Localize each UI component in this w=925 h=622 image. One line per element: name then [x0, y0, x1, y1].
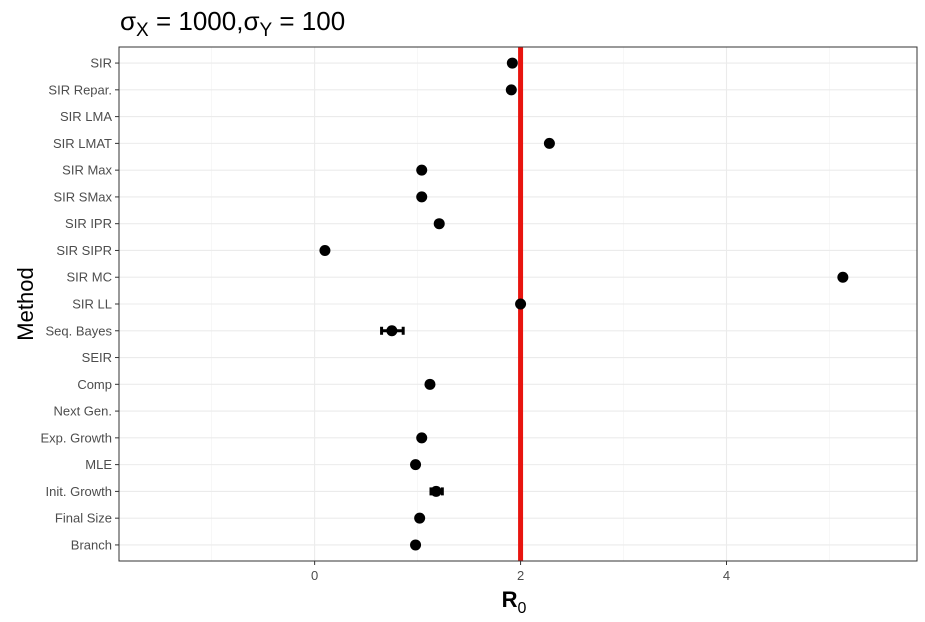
x-axis-title-subscript: 0	[517, 600, 526, 617]
data-point	[543, 137, 555, 149]
x-axis-title-main: R	[502, 587, 518, 612]
data-point	[430, 485, 442, 497]
data-point	[837, 271, 849, 283]
y-tick-label: SIR SIPR	[56, 243, 112, 258]
y-tick-label: Seq. Bayes	[46, 323, 113, 338]
data-point	[416, 191, 428, 203]
data-points	[319, 57, 849, 551]
y-tick-label: MLE	[85, 457, 112, 472]
data-point	[506, 57, 518, 69]
x-axis: 0 2 4	[311, 561, 730, 583]
y-axis: SIR SIR Repar. SIR LMA SIR LMAT SIR Max SIR S…	[40, 56, 119, 552]
y-tick-label: Final Size	[55, 511, 112, 526]
y-tick-label: SIR LL	[72, 297, 112, 312]
y-tick-label: SIR SMax	[53, 189, 112, 204]
title-part: σ	[120, 6, 136, 36]
data-point	[424, 378, 436, 390]
data-point	[414, 512, 426, 524]
title-part: σ	[243, 6, 259, 36]
data-point	[505, 84, 517, 96]
data-point	[386, 325, 398, 337]
y-tick-label: Init. Growth	[46, 484, 112, 499]
title-part: = 100	[272, 6, 345, 36]
y-axis-title: Method	[13, 267, 38, 340]
y-tick-label: Branch	[71, 537, 112, 552]
y-tick-label: SIR MC	[67, 270, 113, 285]
title-part: Y	[259, 20, 272, 41]
y-tick-label: Next Gen.	[53, 404, 112, 419]
y-tick-label: Comp	[77, 377, 112, 392]
y-tick-label: SIR LMA	[60, 109, 112, 124]
data-point	[416, 164, 428, 176]
title-part: = 1000,	[149, 6, 244, 36]
x-tick-label: 0	[311, 568, 318, 583]
data-point	[515, 298, 527, 310]
y-tick-label: SEIR	[82, 350, 112, 365]
data-point	[433, 218, 445, 230]
title-part: X	[136, 20, 149, 41]
x-tick-label: 4	[723, 568, 730, 583]
y-tick-label: SIR LMAT	[53, 136, 112, 151]
data-point	[410, 459, 422, 471]
x-axis-title: R0	[502, 587, 527, 617]
chart-title: σX = 1000,σY = 100	[120, 6, 345, 41]
data-point	[410, 539, 422, 551]
y-tick-label: SIR Max	[62, 163, 112, 178]
y-tick-label: Exp. Growth	[40, 430, 112, 445]
x-tick-label: 2	[517, 568, 524, 583]
data-point	[319, 244, 331, 256]
y-tick-label: SIR IPR	[65, 216, 112, 231]
y-tick-label: SIR Repar.	[48, 82, 112, 97]
y-tick-label: SIR	[90, 56, 112, 71]
data-point	[416, 432, 428, 444]
